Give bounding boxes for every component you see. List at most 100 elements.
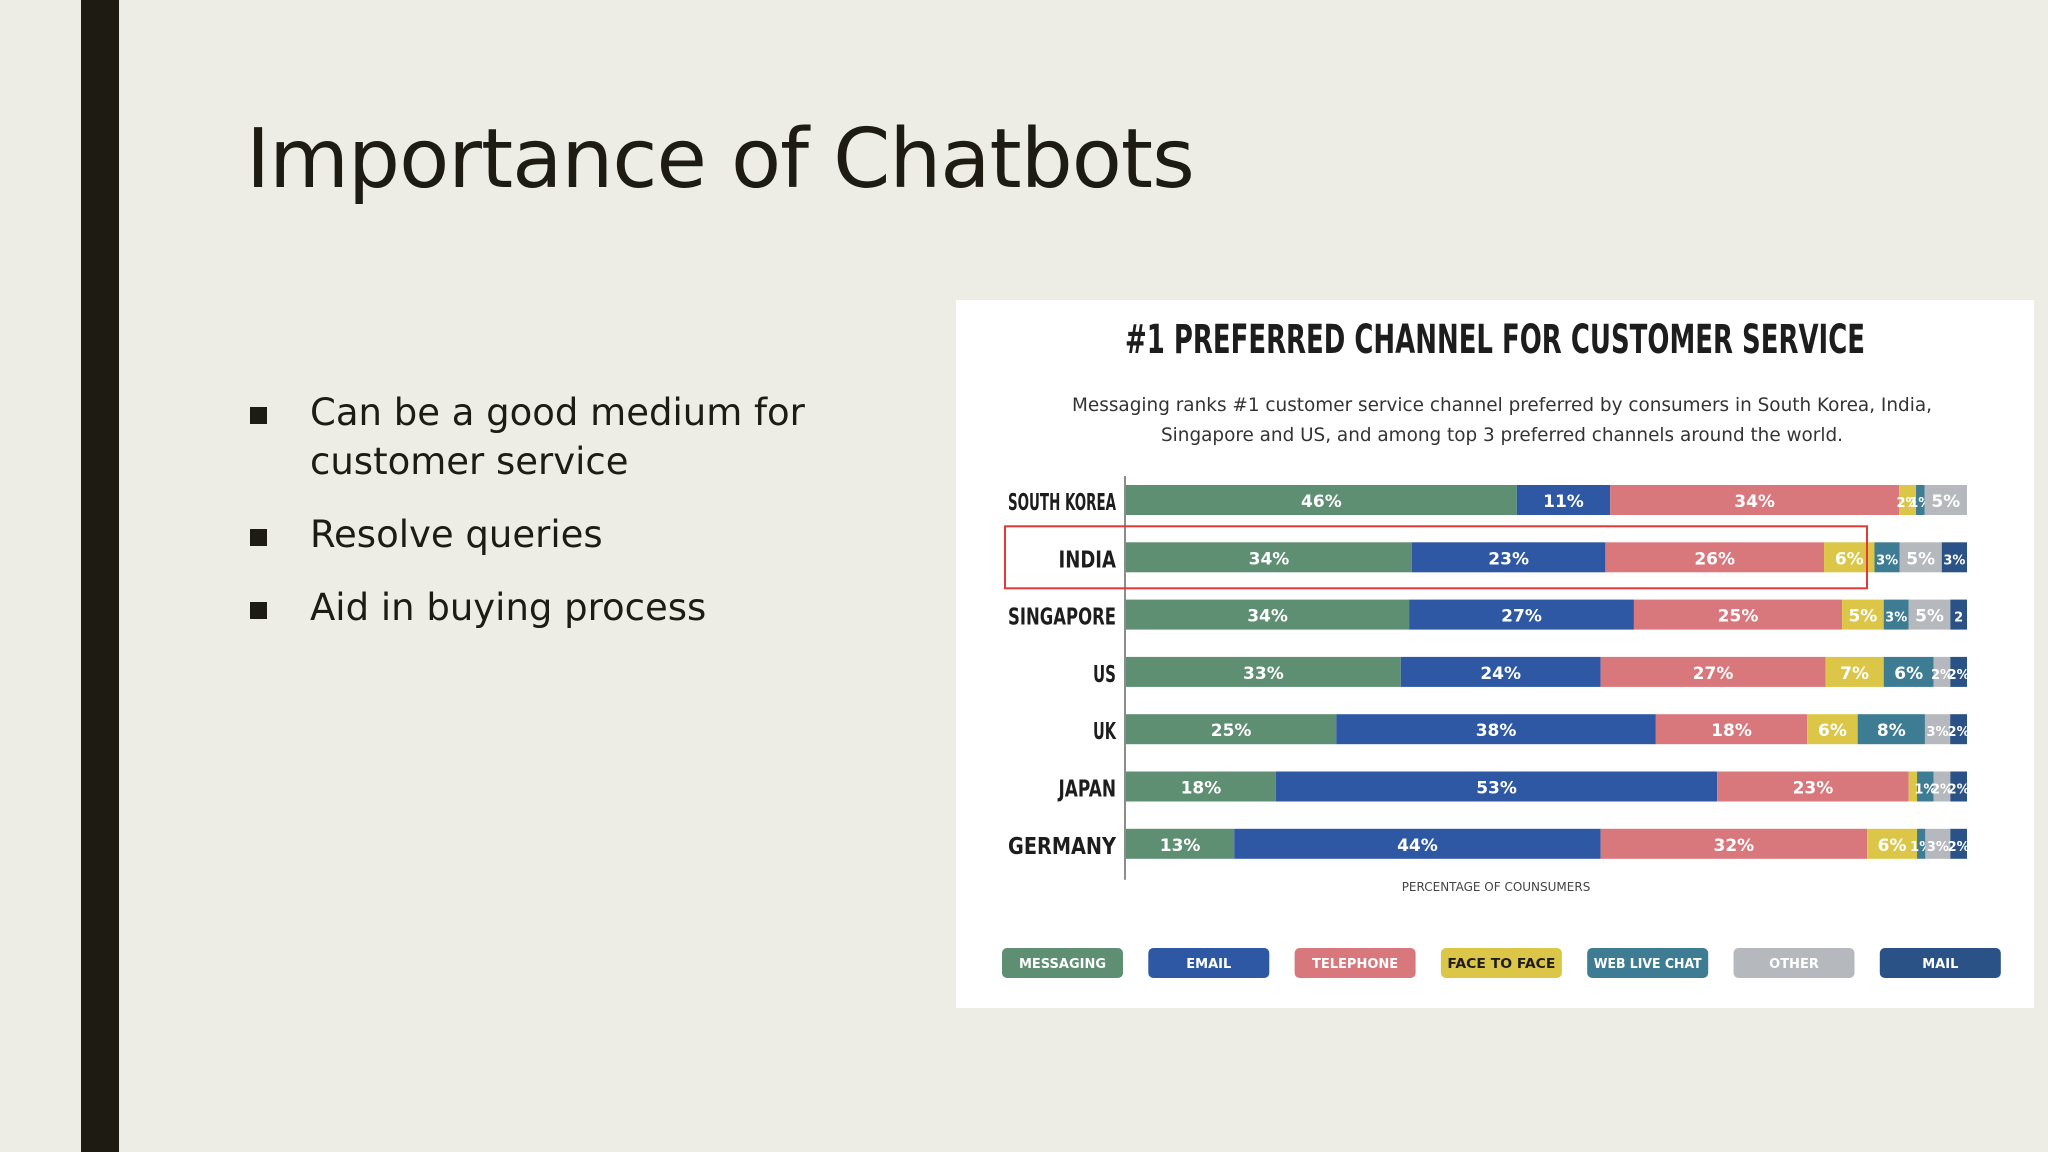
bullet-square-icon <box>250 529 267 546</box>
bar-web-live-chat-singapore <box>1883 599 1909 630</box>
bar-face-to-face-uk <box>1807 714 1858 745</box>
legend-label-mail: MAIL <box>1922 957 1958 972</box>
legend-swatch-email <box>1148 948 1270 978</box>
bar-email-us <box>1400 656 1601 687</box>
data-label-messaging-india: 34% <box>1249 549 1290 569</box>
category-label-uk: UK <box>1093 719 1117 745</box>
data-label-email-south-korea: 11% <box>1543 492 1584 512</box>
bar-mail-singapore <box>1950 599 1967 630</box>
data-label-messaging-south-korea: 46% <box>1301 492 1342 512</box>
data-label-other-uk: 3% <box>1927 725 1949 740</box>
bar-web-live-chat-japan <box>1917 771 1934 802</box>
data-label-telephone-germany: 32% <box>1714 836 1755 856</box>
bars-group: SOUTH KOREA 46% 11% 34% 2%1% 5%INDIA 34% 23% 26%… <box>1004 476 1970 880</box>
data-label-other-south-korea: 5% <box>1931 492 1960 512</box>
bar-mail-germany <box>1950 828 1967 859</box>
data-label-email-us: 24% <box>1480 664 1521 684</box>
data-label-web-live-chat-singapore: 3% <box>1885 611 1907 626</box>
bar-web-live-chat-uk <box>1857 714 1925 745</box>
chart-svg: #1 PREFERRED CHANNEL FOR CUSTOMER SERVIC… <box>1002 317 2001 978</box>
data-label-mail-japan: 2% <box>1948 783 1970 798</box>
bar-email-japan <box>1275 771 1718 802</box>
chart-subtitle-line-1: Messaging ranks #1 customer service chan… <box>1072 394 1932 416</box>
bullet-text: Can be a good medium for customer servic… <box>310 391 805 483</box>
bar-mail-india <box>1941 542 1967 573</box>
legend-label-face-to-face: FACE TO FACE <box>1447 957 1555 972</box>
data-label-web-live-chat-uk: 8% <box>1877 721 1906 741</box>
data-label-other-us: 2% <box>1931 668 1953 683</box>
data-label-email-japan: 53% <box>1476 779 1517 799</box>
category-label-india: INDIA <box>1059 547 1117 573</box>
data-label-telephone-india: 26% <box>1694 549 1735 569</box>
bar-face-to-face-germany <box>1867 828 1918 859</box>
legend-label-other: OTHER <box>1769 957 1819 972</box>
bar-other-uk <box>1924 714 1951 745</box>
data-label-email-india: 23% <box>1488 549 1529 569</box>
bar-telephone-us <box>1600 656 1826 687</box>
legend-label-web-live-chat: WEB LIVE CHAT <box>1594 957 1702 972</box>
data-label-mail-india: 3% <box>1943 553 1965 568</box>
data-label-telephone-japan: 23% <box>1793 779 1834 799</box>
data-label-telephone-us: 27% <box>1693 664 1734 684</box>
bar-face-to-face-singapore <box>1842 599 1884 630</box>
data-label-telephone-south-korea: 34% <box>1734 492 1775 512</box>
data-label-face-to-face-us: 7% <box>1840 664 1869 684</box>
data-label-web-live-chat-japan: 1% <box>1914 783 1936 798</box>
bar-messaging-uk <box>1126 714 1337 745</box>
data-label-mail-uk: 2% <box>1948 725 1970 740</box>
bar-email-germany <box>1234 828 1601 859</box>
bar-face-to-face-japan <box>1908 771 1918 802</box>
bar-messaging-japan <box>1126 771 1276 802</box>
legend-label-email: EMAIL <box>1186 957 1231 972</box>
bar-face-to-face-south-korea <box>1899 485 1917 515</box>
bar-web-live-chat-germany <box>1917 828 1926 859</box>
bar-telephone-south-korea <box>1610 485 1900 515</box>
data-label-messaging-us: 33% <box>1243 664 1284 684</box>
bar-email-uk <box>1336 714 1656 745</box>
bar-web-live-chat-south-korea <box>1916 485 1925 515</box>
data-label-web-live-chat-us: 6% <box>1894 664 1923 684</box>
bar-messaging-south-korea <box>1126 485 1517 515</box>
bar-telephone-germany <box>1600 828 1868 859</box>
data-label-other-germany: 3% <box>1927 840 1949 855</box>
bar-other-south-korea <box>1924 485 1967 515</box>
bullet-item: Can be a good medium for customer servic… <box>246 388 886 486</box>
bullet-text: Resolve queries <box>310 513 603 556</box>
legend-swatch-other <box>1733 948 1855 978</box>
data-label-telephone-uk: 18% <box>1711 721 1752 741</box>
bar-other-germany <box>1925 828 1951 859</box>
bar-other-us <box>1933 656 1951 687</box>
bullet-square-icon <box>250 602 267 619</box>
category-label-japan: JAPAN <box>1057 777 1116 803</box>
legend-swatch-web-live-chat <box>1587 948 1709 978</box>
data-label-email-uk: 38% <box>1476 721 1517 741</box>
category-label-germany: GERMANY <box>1008 834 1116 860</box>
legend-label-telephone: TELEPHONE <box>1312 957 1398 972</box>
data-label-telephone-singapore: 25% <box>1718 607 1759 627</box>
legend-swatch-telephone <box>1294 948 1416 978</box>
bar-other-japan <box>1933 771 1951 802</box>
bar-telephone-japan <box>1717 771 1909 802</box>
bar-messaging-germany <box>1126 828 1235 859</box>
data-label-messaging-uk: 25% <box>1211 721 1252 741</box>
bar-telephone-uk <box>1655 714 1808 745</box>
bullet-square-icon <box>250 407 267 424</box>
bar-mail-us <box>1950 656 1967 687</box>
bar-messaging-india <box>1126 542 1412 573</box>
legend-label-messaging: MESSAGING <box>1019 957 1106 972</box>
bar-email-singapore <box>1409 599 1634 630</box>
chart-subtitle-line-2: Singapore and US, and among top 3 prefer… <box>1161 424 1843 446</box>
bar-telephone-india <box>1605 542 1825 573</box>
data-label-face-to-face-uk: 6% <box>1818 721 1847 741</box>
bar-mail-uk <box>1950 714 1967 745</box>
data-label-other-japan: 2% <box>1931 783 1953 798</box>
category-label-us: US <box>1093 662 1116 688</box>
bar-email-india <box>1411 542 1606 573</box>
chart-title: #1 PREFERRED CHANNEL FOR CUSTOMER SERVIC… <box>1125 317 1865 363</box>
data-label-other-singapore: 5% <box>1915 607 1944 627</box>
bullet-text: Aid in buying process <box>310 586 707 629</box>
data-label-other-india: 5% <box>1906 549 1935 569</box>
data-label-messaging-japan: 18% <box>1181 779 1222 799</box>
x-axis-label: PERCENTAGE OF COUNSUMERS <box>1402 880 1591 894</box>
bar-messaging-us <box>1126 656 1401 687</box>
